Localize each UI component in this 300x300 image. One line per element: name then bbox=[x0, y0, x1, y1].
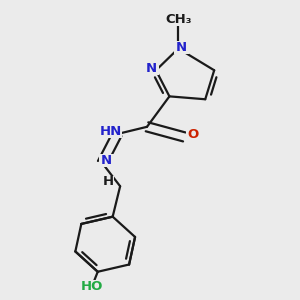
Text: N: N bbox=[146, 62, 157, 75]
FancyBboxPatch shape bbox=[174, 40, 189, 54]
FancyBboxPatch shape bbox=[166, 13, 191, 26]
Text: O: O bbox=[188, 128, 199, 141]
Text: N: N bbox=[101, 154, 112, 166]
FancyBboxPatch shape bbox=[99, 154, 114, 167]
FancyBboxPatch shape bbox=[100, 124, 122, 138]
FancyBboxPatch shape bbox=[144, 62, 159, 75]
Text: CH₃: CH₃ bbox=[165, 13, 192, 26]
FancyBboxPatch shape bbox=[81, 280, 103, 293]
Text: N: N bbox=[176, 40, 187, 54]
FancyBboxPatch shape bbox=[102, 176, 114, 188]
FancyBboxPatch shape bbox=[186, 128, 201, 141]
Text: HN: HN bbox=[100, 125, 122, 138]
Text: HO: HO bbox=[81, 280, 103, 293]
Text: H: H bbox=[103, 176, 114, 188]
